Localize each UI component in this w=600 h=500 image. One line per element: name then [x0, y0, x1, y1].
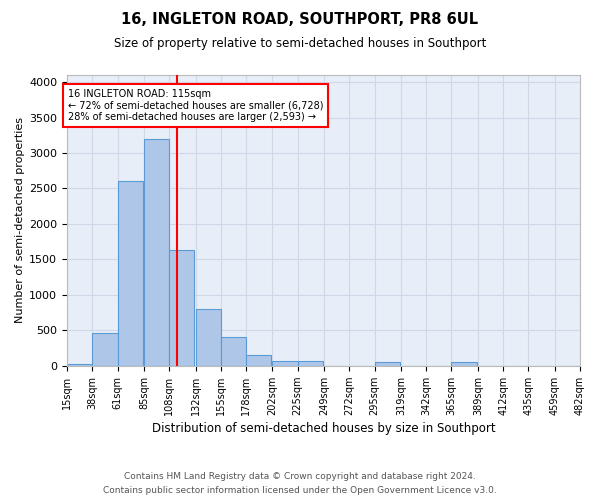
- Bar: [246, 355, 271, 366]
- Bar: [118, 182, 143, 366]
- Y-axis label: Number of semi-detached properties: Number of semi-detached properties: [15, 118, 25, 324]
- Bar: [451, 362, 477, 366]
- Text: Contains public sector information licensed under the Open Government Licence v3: Contains public sector information licen…: [103, 486, 497, 495]
- Text: 16 INGLETON ROAD: 115sqm
← 72% of semi-detached houses are smaller (6,728)
28% o: 16 INGLETON ROAD: 115sqm ← 72% of semi-d…: [68, 89, 323, 122]
- Bar: [144, 139, 169, 366]
- Text: Size of property relative to semi-detached houses in Southport: Size of property relative to semi-detach…: [114, 38, 486, 51]
- Bar: [92, 333, 118, 366]
- Bar: [67, 364, 92, 366]
- Bar: [221, 338, 246, 366]
- Bar: [272, 361, 298, 366]
- Bar: [169, 250, 194, 366]
- Bar: [374, 362, 400, 366]
- X-axis label: Distribution of semi-detached houses by size in Southport: Distribution of semi-detached houses by …: [152, 422, 496, 435]
- Bar: [196, 309, 221, 366]
- Text: 16, INGLETON ROAD, SOUTHPORT, PR8 6UL: 16, INGLETON ROAD, SOUTHPORT, PR8 6UL: [121, 12, 479, 28]
- Text: Contains HM Land Registry data © Crown copyright and database right 2024.: Contains HM Land Registry data © Crown c…: [124, 472, 476, 481]
- Bar: [298, 361, 323, 366]
